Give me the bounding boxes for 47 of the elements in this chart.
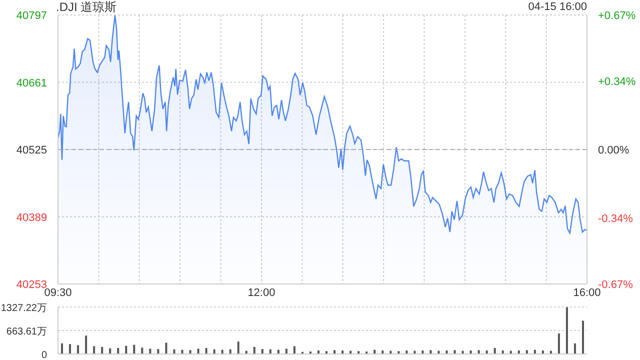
bar — [558, 333, 560, 354]
y-tick-label: 40389 — [16, 212, 47, 224]
bar — [334, 350, 336, 354]
bar — [149, 348, 152, 354]
bar — [125, 346, 128, 354]
bar — [165, 342, 168, 354]
bar — [237, 342, 240, 354]
bar — [101, 346, 104, 354]
bar — [69, 344, 72, 354]
bar — [189, 350, 192, 354]
bar — [566, 307, 568, 354]
x-tick-label: 16:00 — [573, 287, 601, 299]
y-tick-label: 0 — [41, 350, 48, 360]
bar — [526, 350, 528, 354]
bar — [197, 348, 200, 354]
bar — [253, 346, 256, 354]
y2-tick-label: 0.00% — [598, 144, 630, 156]
y-tick-label: 40525 — [16, 144, 47, 156]
bar — [285, 348, 288, 354]
bar — [261, 349, 264, 354]
bar — [582, 320, 584, 354]
y2-tick-label: +0.34% — [598, 76, 636, 88]
x-tick-label: 09:30 — [44, 287, 72, 299]
bar — [93, 346, 96, 354]
bar — [454, 350, 456, 354]
y-tick-label: 40661 — [16, 77, 47, 90]
bar — [157, 349, 160, 354]
bar — [574, 343, 576, 354]
bar — [494, 348, 496, 354]
bar — [478, 350, 480, 354]
y-tick-label: 40797 — [16, 10, 47, 22]
y2-tick-label: -0.34% — [598, 212, 634, 225]
bar — [85, 336, 88, 354]
bar — [117, 348, 120, 354]
bar — [133, 344, 136, 354]
bar — [141, 348, 144, 354]
bar — [61, 343, 63, 354]
bar — [430, 350, 432, 354]
y-tick-label: 1327.22万 — [0, 303, 47, 314]
y-tick-label: 663.61万 — [6, 326, 47, 338]
chart-title: .DJI 道琼斯 — [56, 0, 117, 14]
x-tick-label: 12:00 — [248, 287, 276, 299]
bar — [77, 345, 80, 354]
bar — [205, 348, 208, 354]
bar — [293, 346, 296, 354]
text: 04-15 16:00 — [528, 0, 587, 14]
y2-tick-label: +0.67% — [598, 10, 636, 22]
